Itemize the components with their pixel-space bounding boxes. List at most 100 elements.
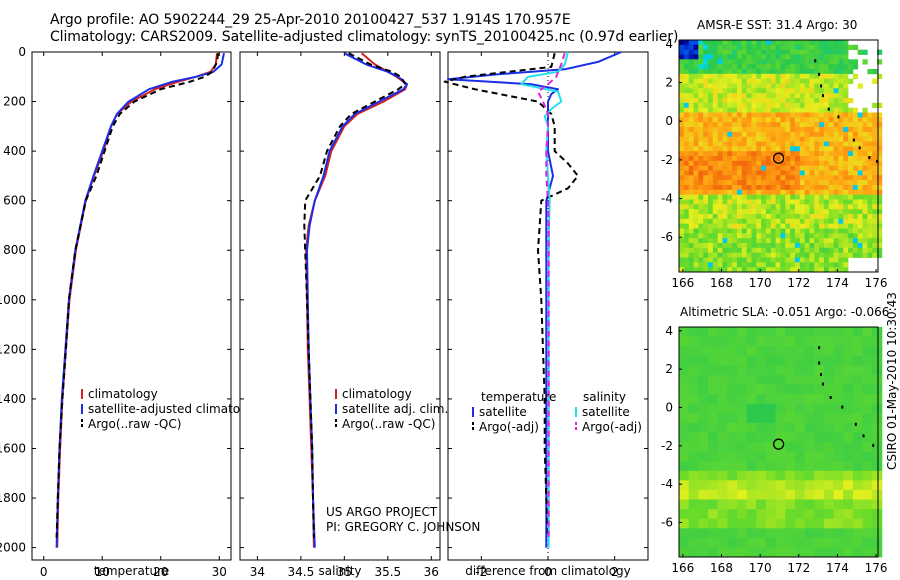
map-cell xyxy=(794,136,801,142)
map-cell xyxy=(732,170,738,176)
map-cell xyxy=(862,209,868,215)
map-cell xyxy=(785,151,791,157)
map-cell xyxy=(867,146,873,152)
map-cell xyxy=(833,257,839,263)
map-cell xyxy=(765,102,772,108)
map-cell xyxy=(698,194,704,200)
map-cell xyxy=(809,93,815,99)
map-cell xyxy=(761,156,767,162)
map-cell xyxy=(828,83,834,89)
map-cell xyxy=(809,69,815,75)
map-cell xyxy=(775,165,781,171)
map-cell xyxy=(814,238,820,244)
map-cell xyxy=(698,432,709,443)
map-cell xyxy=(765,83,772,89)
map-cell xyxy=(794,509,805,520)
map-cell xyxy=(770,233,776,239)
map-cell xyxy=(693,146,699,152)
map-cell xyxy=(823,432,834,443)
map-cell xyxy=(828,136,834,142)
map-cell xyxy=(823,102,830,108)
map-cell xyxy=(708,257,714,263)
map-cell xyxy=(794,151,801,157)
map-cell xyxy=(737,432,748,443)
map-cell xyxy=(703,69,709,75)
map-cell xyxy=(765,122,772,128)
map-cell xyxy=(708,233,714,239)
map-cell xyxy=(708,346,719,357)
map-cell xyxy=(775,117,781,123)
map-cell xyxy=(717,151,723,157)
map-cell xyxy=(712,267,718,273)
map-cell xyxy=(775,432,786,443)
map-cell xyxy=(852,73,859,79)
map-cell xyxy=(804,499,815,510)
map-cell xyxy=(799,189,805,195)
map-cell xyxy=(717,107,723,113)
map-cell xyxy=(765,180,772,186)
coastline-mark xyxy=(818,346,821,350)
map-cell xyxy=(756,131,762,137)
map-cell xyxy=(693,107,699,113)
map-cell xyxy=(756,499,767,510)
panel-salinity: 34 34.5 35 35.5 36salinityclimatologysatelli… xyxy=(239,51,448,579)
map-cell xyxy=(698,117,704,123)
map-cell xyxy=(843,262,849,268)
map-cell xyxy=(804,432,815,443)
map-cell xyxy=(765,69,772,75)
map-cell xyxy=(809,165,815,171)
map-cell xyxy=(717,199,723,205)
map-cell xyxy=(698,394,709,405)
map-cell xyxy=(785,185,791,191)
map-cell xyxy=(799,214,805,220)
map-cell xyxy=(751,141,757,147)
map-cell xyxy=(746,165,752,171)
map-cell xyxy=(717,146,723,152)
map-cell xyxy=(703,223,709,229)
map-x-tick-label: 176 xyxy=(865,276,888,290)
map-cell xyxy=(823,69,830,75)
map-cell xyxy=(794,83,801,89)
map-cell xyxy=(872,165,878,171)
map-cell xyxy=(732,49,738,55)
map-cell xyxy=(688,160,694,166)
map-cell xyxy=(765,131,772,137)
map-cell xyxy=(727,127,733,133)
map-cell xyxy=(688,88,694,94)
map-cell xyxy=(838,180,844,186)
map-cell xyxy=(828,49,834,55)
map-cell xyxy=(794,93,801,99)
map-cell xyxy=(794,442,805,452)
map-cell xyxy=(756,44,762,50)
map-cell xyxy=(761,262,767,268)
map-cell xyxy=(717,165,723,171)
map-cell xyxy=(732,228,738,234)
map-cell xyxy=(717,194,723,200)
map-cell xyxy=(833,88,839,94)
map-cell xyxy=(727,117,733,123)
map-cell xyxy=(737,384,748,395)
map-cell xyxy=(683,117,689,123)
map-cell xyxy=(833,214,839,220)
map-cell xyxy=(717,518,728,529)
map-cell xyxy=(698,355,709,366)
map-cell xyxy=(722,69,728,75)
map-cell xyxy=(804,374,815,385)
map-cell xyxy=(852,199,859,205)
map-cell xyxy=(828,233,834,239)
map-cell xyxy=(761,223,767,229)
map-cell xyxy=(838,54,844,60)
map-cell xyxy=(848,165,854,171)
map-cell xyxy=(741,73,747,79)
map-x-tick-label: 172 xyxy=(787,276,810,290)
map-cell xyxy=(717,547,728,558)
map-cell xyxy=(814,98,820,104)
map-cell xyxy=(814,127,820,133)
map-cell xyxy=(765,44,772,50)
map-cell xyxy=(852,238,859,244)
map-cell xyxy=(804,218,810,224)
map-cell xyxy=(717,175,723,181)
map-cell xyxy=(688,151,694,157)
map-cell xyxy=(761,209,767,215)
map-cell xyxy=(703,238,709,244)
